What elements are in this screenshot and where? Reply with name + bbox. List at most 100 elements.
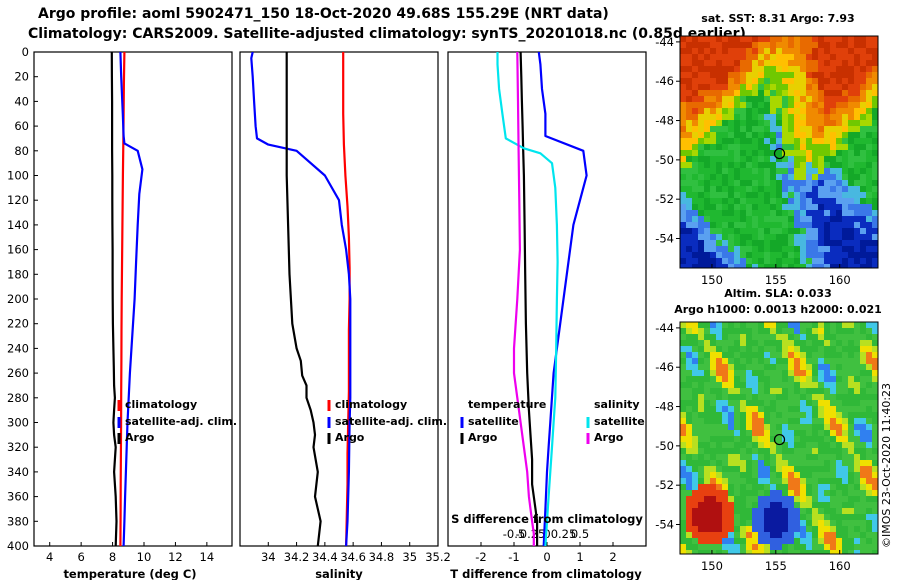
heatmap-cell	[764, 108, 771, 115]
heatmap-cell	[818, 508, 825, 515]
heatmap-cell	[782, 132, 789, 139]
heatmap-cell	[842, 502, 849, 509]
heatmap-cell	[806, 102, 813, 109]
heatmap-cell	[704, 424, 711, 431]
heatmap-cell	[800, 180, 807, 187]
heatmap-cell	[680, 502, 687, 509]
heatmap-cell	[740, 418, 747, 425]
heatmap-cell	[872, 66, 878, 73]
heatmap-cell	[782, 382, 789, 389]
heatmap-cell	[842, 114, 849, 121]
heatmap-cell	[776, 108, 783, 115]
heatmap-cell	[752, 246, 759, 253]
heatmap-cell	[842, 162, 849, 169]
heatmap-cell	[776, 466, 783, 473]
heatmap-cell	[812, 394, 819, 401]
heatmap-cell	[848, 174, 855, 181]
heatmap-cell	[866, 126, 873, 133]
heatmap-cell	[824, 472, 831, 479]
heatmap-cell	[716, 532, 723, 539]
heatmap-cell	[770, 418, 777, 425]
heatmap-cell	[872, 454, 878, 461]
heatmap-cell	[758, 484, 765, 491]
heatmap-cell	[686, 252, 693, 259]
heatmap-cell	[836, 228, 843, 235]
heatmap-cell	[746, 102, 753, 109]
heatmap-cell	[812, 36, 819, 43]
heatmap-cell	[746, 246, 753, 253]
heatmap-cell	[764, 364, 771, 371]
series-argo	[285, 52, 322, 546]
heatmap-cell	[716, 108, 723, 115]
heatmap-cell	[734, 168, 741, 175]
heatmap-cell	[704, 192, 711, 199]
heatmap-cell	[806, 216, 813, 223]
heatmap-cell	[794, 466, 801, 473]
heatmap-cell	[758, 328, 765, 335]
heatmap-cell	[854, 496, 861, 503]
heatmap-cell	[872, 328, 878, 335]
heatmap-cell	[740, 322, 747, 329]
heatmap-cell	[770, 174, 777, 181]
heatmap-cell	[860, 460, 867, 467]
heatmap-cell	[830, 346, 837, 353]
heatmap-cell	[776, 454, 783, 461]
heatmap-cell	[818, 538, 825, 545]
heatmap-cell	[680, 60, 687, 67]
heatmap-cell	[734, 502, 741, 509]
heatmap-cell	[848, 400, 855, 407]
heatmap-cell	[734, 240, 741, 247]
heatmap-cell	[710, 478, 717, 485]
heatmap-cell	[704, 180, 711, 187]
heatmap-cell	[800, 156, 807, 163]
heatmap-cell	[722, 144, 729, 151]
heatmap-cell	[818, 114, 825, 121]
heatmap-cell	[734, 334, 741, 341]
heatmap-cell	[782, 484, 789, 491]
heatmap-cell	[830, 424, 837, 431]
heatmap-cell	[686, 60, 693, 67]
lon-tick-label: 155	[765, 559, 787, 573]
heatmap-cell	[692, 538, 699, 545]
heatmap-cell	[866, 144, 873, 151]
heatmap-cell	[734, 454, 741, 461]
heatmap-cell	[806, 328, 813, 335]
series-temperature-argo	[519, 52, 539, 546]
heatmap-cell	[698, 192, 705, 199]
heatmap-cell	[848, 430, 855, 437]
heatmap-cell	[812, 150, 819, 157]
heatmap-cell	[872, 400, 878, 407]
heatmap-cell	[752, 430, 759, 437]
heatmap-cell	[860, 66, 867, 73]
heatmap-cell	[866, 72, 873, 79]
heatmap-cell	[824, 424, 831, 431]
heatmap-cell	[716, 496, 723, 503]
heatmap-cell	[704, 234, 711, 241]
heatmap-cell	[692, 508, 699, 515]
heatmap-cell	[764, 138, 771, 145]
heatmap-cell	[788, 180, 795, 187]
heatmap-cell	[872, 412, 878, 419]
heatmap-cell	[698, 400, 705, 407]
heatmap-cell	[692, 430, 699, 437]
heatmap-cell	[872, 180, 878, 187]
heatmap-cell	[806, 340, 813, 347]
heatmap-cell	[698, 406, 705, 413]
heatmap-cell	[770, 54, 777, 61]
heatmap-cell	[686, 382, 693, 389]
heatmap-cell	[818, 48, 825, 55]
heatmap-cell	[812, 168, 819, 175]
heatmap-cell	[788, 168, 795, 175]
heatmap-cell	[818, 424, 825, 431]
heatmap-cell	[722, 490, 729, 497]
heatmap-cell	[758, 132, 765, 139]
heatmap-cell	[794, 174, 801, 181]
heatmap-cell	[776, 346, 783, 353]
heatmap-cell	[830, 210, 837, 217]
heatmap-cell	[752, 412, 759, 419]
heatmap-cell	[680, 436, 687, 443]
heatmap-cell	[812, 502, 819, 509]
heatmap-cell	[752, 382, 759, 389]
heatmap-cell	[758, 550, 765, 554]
heatmap-cell	[818, 358, 825, 365]
